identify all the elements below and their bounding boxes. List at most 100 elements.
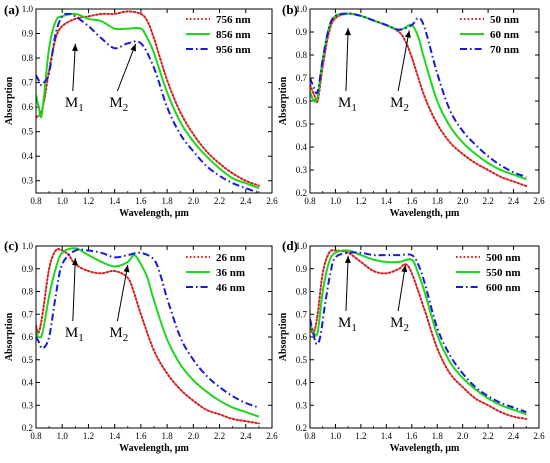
legend-entry: 26 nm [216, 252, 245, 264]
annotation-arrow [345, 255, 349, 312]
y-tick-label: 0.9 [22, 29, 34, 39]
x-tick-label: 1.0 [330, 431, 342, 441]
legend-entry: 70 nm [490, 44, 519, 56]
annotation-arrowhead [401, 264, 408, 273]
x-tick-label: 1.8 [161, 431, 173, 441]
x-tick-label: 1.6 [135, 431, 147, 441]
x-tick-label: 0.8 [30, 431, 42, 441]
annotation-label: M2 [390, 315, 409, 334]
annotation-arrow [72, 43, 76, 92]
series-line-2 [310, 249, 527, 416]
panel-2: (b) 0.8 1.0 1.2 1.4 1.6 1.8 2.0 2.2 2.4 2.6 0.2 0.3 0… [278, 2, 545, 219]
x-tick-label: 2.2 [214, 196, 225, 206]
series-line-3 [310, 251, 527, 414]
y-tick-label: 0.6 [296, 332, 308, 342]
x-tick-label: 2.6 [533, 431, 545, 441]
y-tick-label: 0.5 [296, 119, 308, 129]
legend-entry: 36 nm [216, 267, 245, 279]
x-tick-label: 2.2 [214, 431, 225, 441]
x-tick-label: 2.2 [482, 431, 493, 441]
curves [36, 247, 260, 425]
y-axis-label: Absorption [4, 312, 15, 361]
y-tick-label: 0.3 [296, 400, 308, 410]
legend-entry: 550 nm [486, 267, 521, 279]
plot-frame [309, 8, 540, 194]
annotation-label: M1 [65, 95, 84, 114]
x-tick-label: 2.0 [457, 196, 469, 206]
y-tick-label: 1.0 [296, 241, 308, 251]
plot-frame [35, 245, 273, 429]
legend-entry: 600 nm [486, 282, 521, 294]
legend-entry: 60 nm [490, 29, 519, 41]
x-tick-label: 1.4 [381, 196, 393, 206]
x-tick-label: 2.0 [188, 431, 200, 441]
series-line-2 [36, 12, 260, 190]
y-tick-label: 0.5 [22, 127, 34, 137]
annotation-arrow [397, 30, 410, 92]
x-tick-label: 2.4 [508, 431, 520, 441]
y-axis-label: Absorption [278, 76, 289, 125]
y-tick-label: 0.3 [296, 165, 308, 175]
y-tick-label: 0.2 [296, 423, 307, 433]
x-tick-label: 2.6 [266, 196, 278, 206]
panel-label: (a) [4, 2, 19, 17]
x-tick-label: 1.4 [381, 431, 393, 441]
panel-label: (c) [4, 238, 18, 253]
x-tick-label: 2.2 [482, 196, 493, 206]
x-tick-label: 0.8 [30, 196, 42, 206]
y-tick-label: 0.6 [22, 332, 34, 342]
y-tick-label: 0.4 [296, 378, 308, 388]
x-tick-label: 2.0 [188, 196, 200, 206]
y-axis-label: Absorption [278, 312, 289, 361]
annotation-label: M2 [390, 95, 409, 114]
y-tick-label: 0.7 [296, 309, 308, 319]
x-tick-label: 1.6 [135, 196, 147, 206]
y-tick-label: 0.8 [22, 53, 34, 63]
y-tick-label: 0.7 [296, 73, 308, 83]
x-tick-label: 1.0 [57, 196, 69, 206]
legend-entry: 756 nm [216, 14, 251, 26]
y-tick-label: 0.8 [296, 50, 308, 60]
panel-label: (d) [282, 238, 298, 253]
series-line-1 [36, 248, 260, 425]
y-tick-label: 0.4 [22, 151, 34, 161]
y-tick-label: 0.9 [296, 27, 308, 37]
y-tick-label: 0.3 [22, 176, 34, 186]
y-tick-label: 0.4 [22, 378, 34, 388]
x-tick-label: 1.2 [83, 431, 94, 441]
y-tick-label: 1.0 [22, 241, 34, 251]
plot-frame [309, 245, 540, 429]
series-line-2 [36, 247, 260, 418]
annotation-label: M1 [338, 315, 357, 334]
x-axis-label: Wavelength, µm [119, 208, 189, 219]
x-tick-label: 2.4 [240, 431, 252, 441]
annotation-arrow [72, 258, 76, 322]
annotation-arrowhead [72, 258, 79, 266]
x-tick-label: 1.6 [406, 431, 418, 441]
x-tick-label: 2.4 [240, 196, 252, 206]
x-tick-label: 1.4 [109, 431, 121, 441]
x-tick-label: 2.6 [533, 196, 545, 206]
legend-entry: 500 nm [486, 252, 521, 264]
annotation-arrowhead [130, 43, 136, 52]
y-tick-label: 0.2 [296, 188, 307, 198]
annotation-label: M1 [338, 95, 357, 114]
y-tick-label: 0.8 [296, 287, 308, 297]
x-tick-label: 0.8 [304, 196, 316, 206]
series-line-1 [310, 249, 528, 420]
annotation-arrow [116, 43, 137, 92]
x-tick-label: 1.2 [355, 431, 366, 441]
x-tick-label: 1.0 [330, 196, 342, 206]
annotation-label: M1 [65, 325, 84, 344]
series-line-1 [310, 12, 528, 188]
x-tick-label: 2.0 [457, 431, 469, 441]
panel-4: (d) 0.8 1.0 1.2 1.4 1.6 1.8 2.0 2.2 2.4 2.6 0.2 0.3 0… [278, 238, 545, 454]
annotation-arrowhead [405, 30, 411, 38]
series-line-3 [310, 12, 527, 178]
annotation-label: M2 [109, 325, 128, 344]
curves [310, 249, 528, 420]
y-tick-label: 0.5 [296, 355, 308, 365]
y-tick-label: 0.6 [296, 96, 308, 106]
annotation-label: M2 [109, 95, 128, 114]
